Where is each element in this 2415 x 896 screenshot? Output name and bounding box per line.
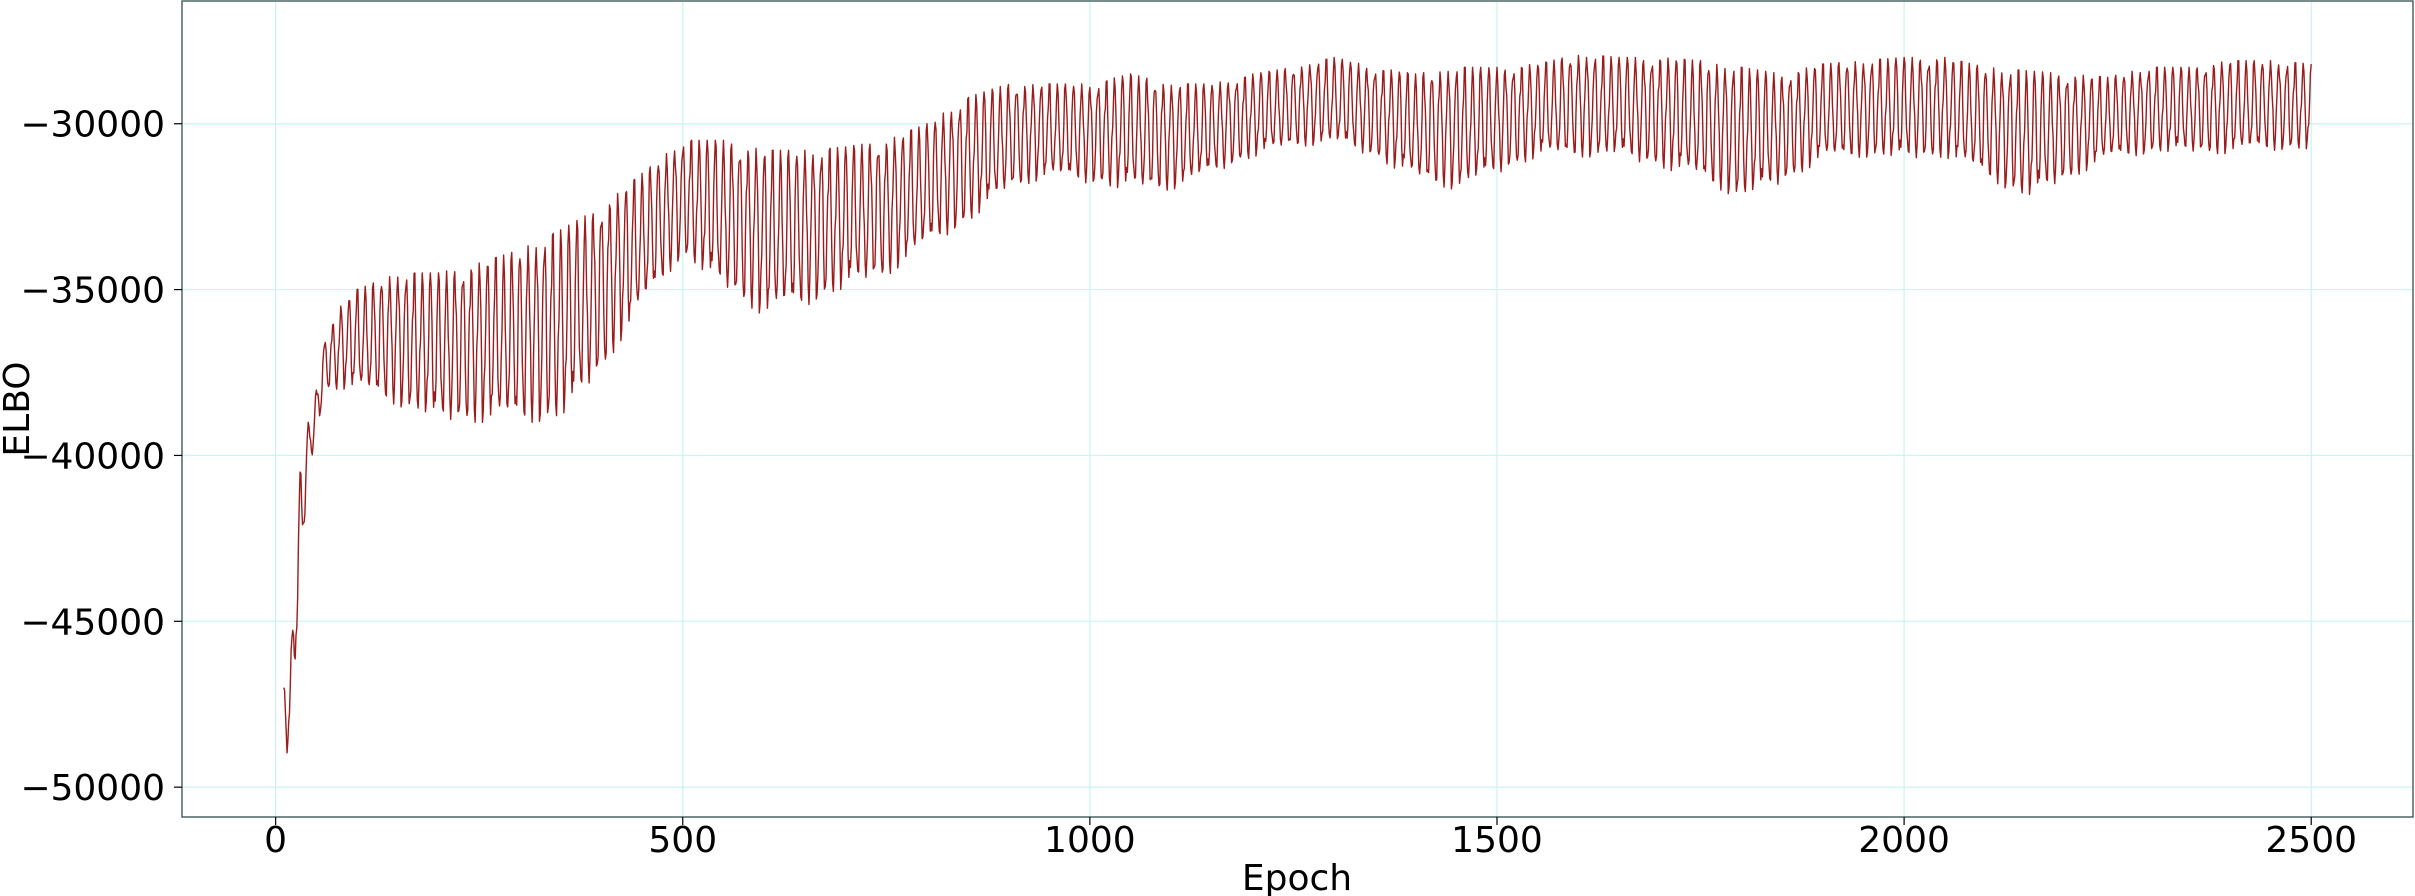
x-tick-label: 2000 (1858, 820, 1950, 861)
x-tick-label: 1500 (1451, 820, 1543, 861)
series-layer (283, 54, 2312, 754)
x-tick-label: 500 (648, 820, 717, 861)
y-ticks: −50000 −45000 −40000 −35000 −30000 (20, 105, 182, 809)
x-axis-label: Epoch (1242, 858, 1352, 896)
y-axis-label: ELBO (0, 361, 38, 456)
y-tick-label: −45000 (20, 602, 165, 643)
y-tick-label: −30000 (20, 105, 165, 146)
y-tick-label: −50000 (20, 768, 165, 809)
x-ticks: 0 500 1000 1500 2000 2500 (264, 817, 2357, 861)
x-tick-label: 0 (264, 820, 287, 861)
x-tick-label: 2500 (2265, 820, 2357, 861)
elbo-series-line (283, 54, 2312, 754)
y-tick-label: −40000 (20, 436, 165, 477)
x-tick-label: 1000 (1044, 820, 1136, 861)
y-tick-label: −35000 (20, 271, 165, 312)
plot-frame (181, 0, 2414, 818)
